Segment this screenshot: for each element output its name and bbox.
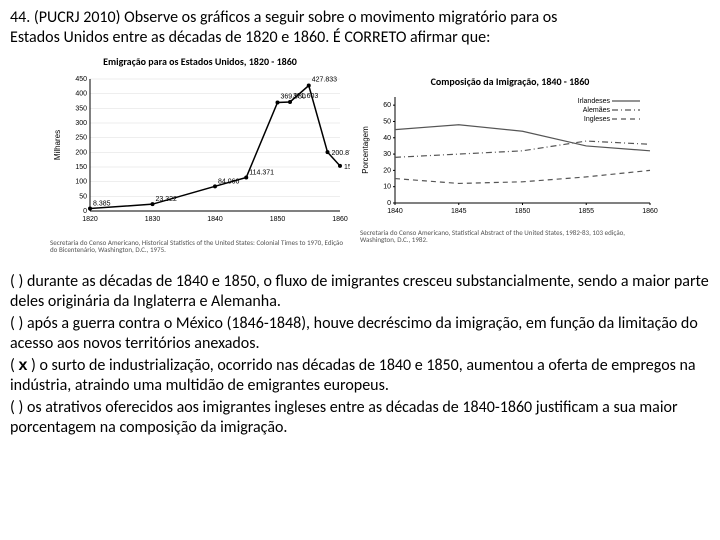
svg-text:Ingleses: Ingleses bbox=[584, 116, 611, 123]
answer-a: ( ) durante as décadas de 1840 e 1850, o… bbox=[10, 272, 710, 312]
chart2-svg: 0 10 20 30 40 50 60 1840 1845 1850 1855 1860 Porcent… bbox=[360, 91, 660, 221]
answer-b: ( ) após a guerra contra o México (1846-… bbox=[10, 314, 710, 354]
svg-text:1850: 1850 bbox=[515, 208, 531, 215]
svg-text:0: 0 bbox=[387, 200, 391, 207]
chart2-area: 0 10 20 30 40 50 60 1840 1845 1850 1855 1860 Porcent… bbox=[360, 91, 660, 227]
svg-text:350: 350 bbox=[75, 105, 87, 112]
svg-text:Milhares: Milhares bbox=[53, 129, 62, 159]
svg-text:Porcentagem: Porcentagem bbox=[361, 125, 370, 173]
svg-text:371.603: 371.603 bbox=[293, 92, 318, 99]
svg-text:0: 0 bbox=[83, 208, 87, 215]
svg-text:114.371: 114.371 bbox=[249, 169, 274, 176]
svg-text:1830: 1830 bbox=[145, 216, 161, 223]
svg-text:84.066: 84.066 bbox=[218, 178, 240, 185]
svg-text:1860: 1860 bbox=[332, 216, 348, 223]
svg-text:300: 300 bbox=[75, 120, 87, 127]
svg-text:450: 450 bbox=[75, 76, 87, 83]
svg-text:1860: 1860 bbox=[642, 208, 658, 215]
svg-text:153.640: 153.640 bbox=[344, 163, 350, 170]
chart2-source: Secretaria do Censo Americano, Statistic… bbox=[360, 229, 660, 244]
svg-text:40: 40 bbox=[383, 134, 391, 141]
svg-text:50: 50 bbox=[383, 118, 391, 125]
svg-text:10: 10 bbox=[383, 183, 391, 190]
chart1-area: 0 50 100 150 200 250 300 350 400 450 1820 1830 1840 1… bbox=[50, 71, 350, 237]
svg-text:100: 100 bbox=[75, 178, 87, 185]
svg-text:30: 30 bbox=[383, 151, 391, 158]
svg-text:400: 400 bbox=[75, 90, 87, 97]
svg-text:427.833: 427.833 bbox=[312, 76, 337, 83]
svg-text:1840: 1840 bbox=[387, 208, 403, 215]
chart1-svg: 0 50 100 150 200 250 300 350 400 450 1820 1830 1840 1… bbox=[50, 71, 350, 231]
question-line2: Estados Unidos entre as décadas de 1820 … bbox=[10, 28, 490, 47]
svg-text:1840: 1840 bbox=[207, 216, 223, 223]
chart1-title: Emigração para os Estados Unidos, 1820 -… bbox=[50, 56, 350, 69]
answer-c: ( x ) o surto de industrialização, ocorr… bbox=[10, 356, 710, 396]
question-source: (PUCRJ 2010) bbox=[34, 8, 121, 27]
svg-text:1845: 1845 bbox=[451, 208, 467, 215]
chart-composition: Composição da Imigração, 1840 - 1860 0 10… bbox=[360, 56, 660, 254]
svg-text:Irlandeses: Irlandeses bbox=[578, 98, 611, 105]
question-header: 44. (PUCRJ 2010) Observe os gráficos a s… bbox=[10, 8, 710, 48]
answer-d: ( ) os atrativos oferecidos aos imigrant… bbox=[10, 398, 710, 438]
answer-mark-x: x bbox=[18, 357, 27, 374]
chart-emigration: Emigração para os Estados Unidos, 1820 -… bbox=[50, 56, 350, 254]
chart1-source: Secretaria do Censo Americano, Historica… bbox=[50, 239, 350, 254]
svg-text:20: 20 bbox=[383, 167, 391, 174]
answer-b-text: após a guerra contra o México (1846-1848… bbox=[10, 314, 698, 353]
answers-block: ( ) durante as décadas de 1840 e 1850, o… bbox=[10, 272, 710, 438]
svg-text:150: 150 bbox=[75, 164, 87, 171]
svg-text:8.385: 8.385 bbox=[93, 200, 111, 207]
svg-text:23.322: 23.322 bbox=[156, 196, 178, 203]
question-number: 44. bbox=[10, 8, 30, 27]
svg-text:1820: 1820 bbox=[82, 216, 98, 223]
svg-text:Alemães: Alemães bbox=[583, 107, 611, 114]
answer-c-text: o surto de industrialização, ocorrido na… bbox=[10, 356, 696, 395]
svg-text:50: 50 bbox=[79, 193, 87, 200]
charts-container: Emigração para os Estados Unidos, 1820 -… bbox=[10, 56, 710, 254]
svg-text:200.877: 200.877 bbox=[332, 150, 351, 157]
svg-text:1855: 1855 bbox=[578, 208, 594, 215]
svg-text:250: 250 bbox=[75, 134, 87, 141]
svg-text:1850: 1850 bbox=[270, 216, 286, 223]
svg-text:60: 60 bbox=[383, 102, 391, 109]
question-line1: Observe os gráficos a seguir sobre o mov… bbox=[124, 8, 557, 27]
chart2-title: Composição da Imigração, 1840 - 1860 bbox=[360, 76, 660, 89]
answer-d-text: os atrativos oferecidos aos imigrantes i… bbox=[10, 398, 678, 437]
answer-a-text: durante as décadas de 1840 e 1850, o flu… bbox=[10, 272, 709, 311]
svg-text:200: 200 bbox=[75, 149, 87, 156]
